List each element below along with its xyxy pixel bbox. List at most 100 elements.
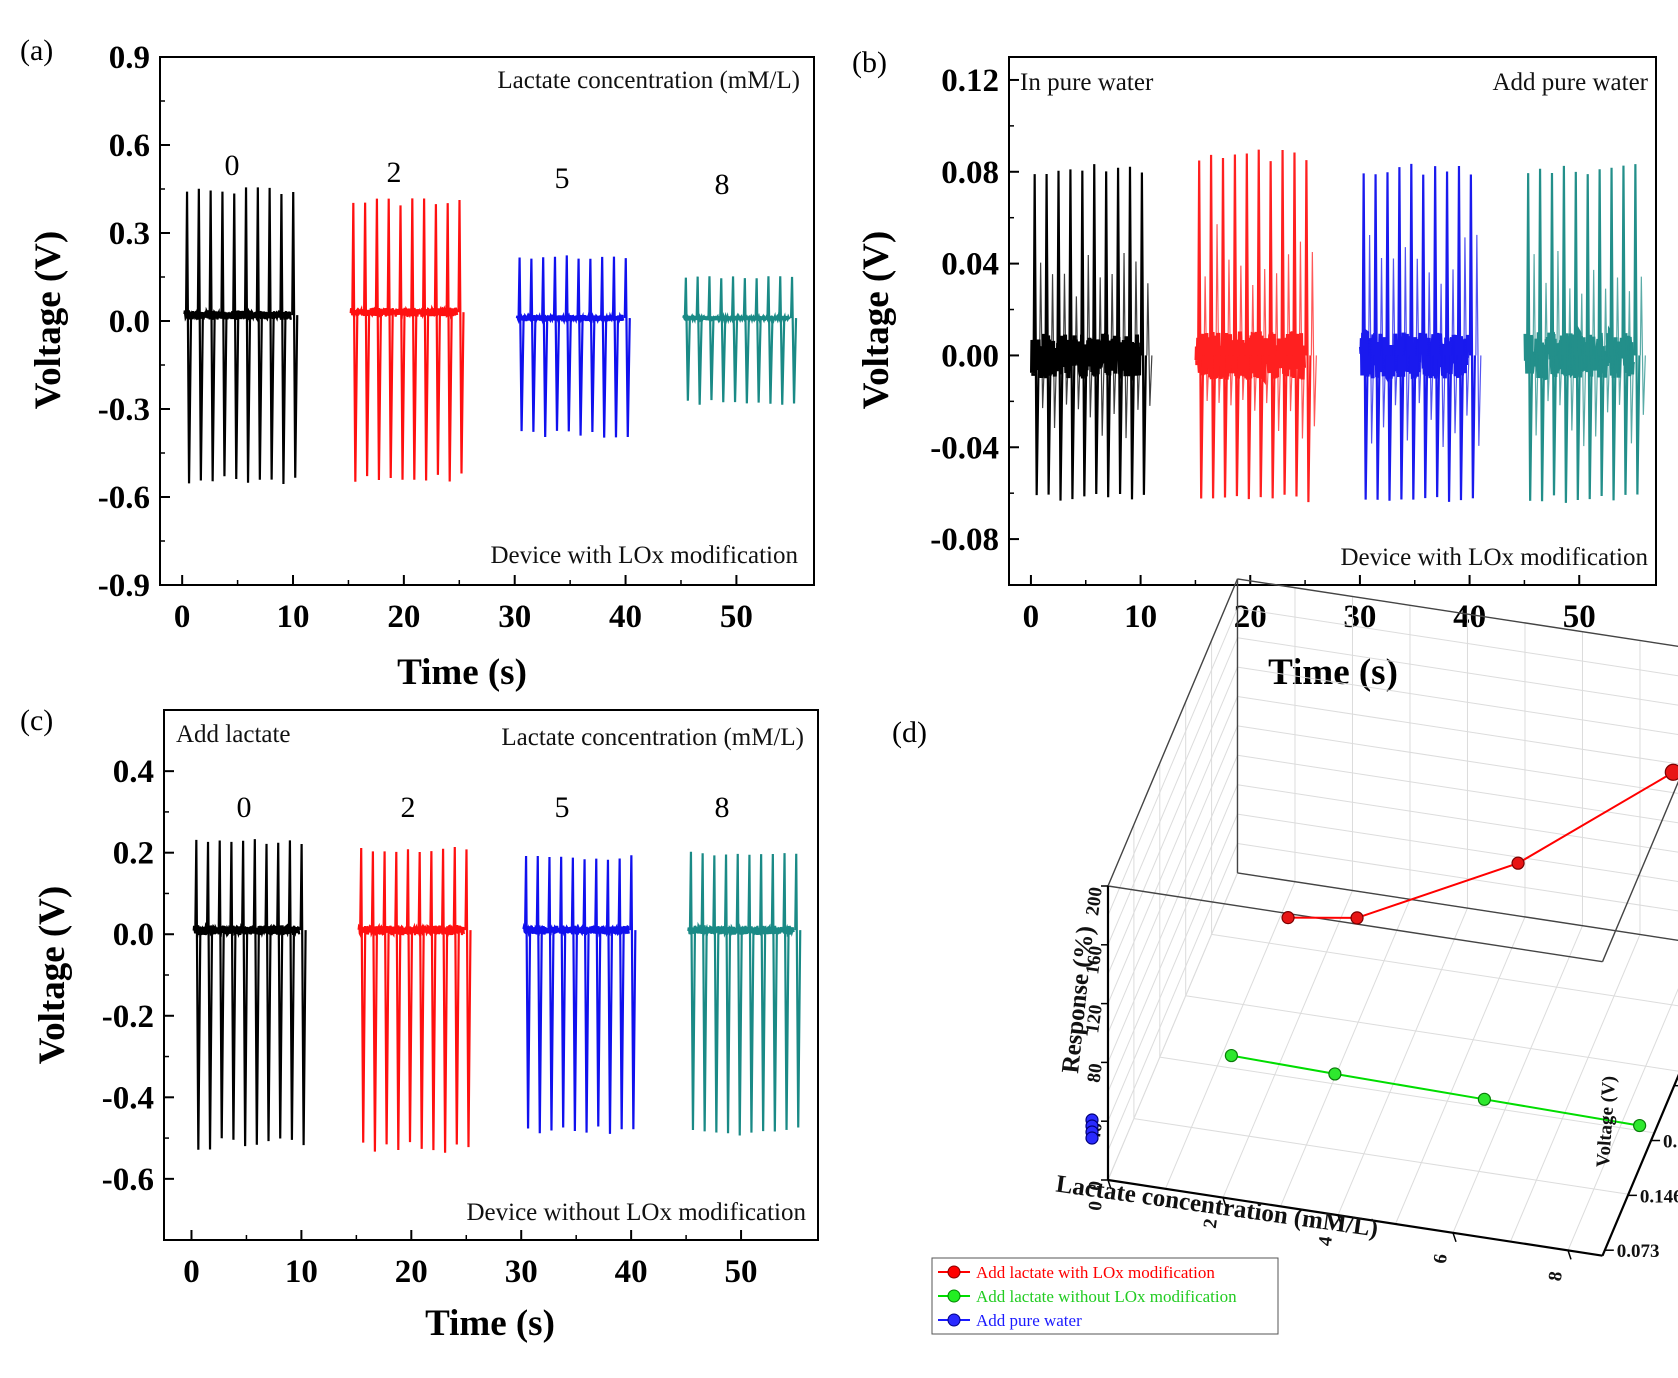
panel-b-spike-1-5 [1256,149,1264,498]
panel-a-spike-2-6 [588,258,596,433]
left-wall-grid-h [1107,843,1238,1151]
panel-b-minor-spike-1-4 [1251,285,1258,411]
panel-b-axes: 0 10 20 30 40 50-0.08-0.040.000.040.080.12 [930,63,1595,635]
panel-a-spike-3-1 [695,276,703,405]
panel-b-minor-spike-0-0 [1039,262,1046,409]
panel-b-spike-1-9 [1304,160,1312,503]
panel-c-note-right: Lactate concentration (mM/L) [501,724,804,751]
panel-c-axes: 0 10 20 30 40 50-0.6-0.4-0.20.00.20.4 [102,754,758,1290]
panel-a-spike-1-0 [351,202,359,482]
panel-b-spike-3-7 [1609,167,1617,501]
panel-a-series-2 [515,255,631,438]
panel-b-minor-spike-1-0 [1203,276,1210,401]
panel-b-note-bottom: Device with LOx modification [1340,544,1648,571]
left-wall-grid-h [1107,813,1238,1122]
panel-b-minor-spike-0-8 [1134,261,1141,410]
legend-label-no-lox: Add lactate without LOx modification [976,1287,1237,1306]
panel-d-response-tick-label-4: 160 [1082,945,1107,976]
panel-c-spike-3-3 [723,854,732,1134]
panel-d-response-tick-label-3: 120 [1082,1003,1107,1034]
panel-c-spike-0-1 [205,841,214,1150]
back-wall-grid-h [1237,813,1678,883]
panel-b-spike-1-4 [1244,153,1252,500]
panel-b-minor-spike-0-7 [1122,252,1129,439]
panel-b-minor-spike-2-0 [1368,234,1375,444]
panel-a-x-tick-label-3: 30 [498,599,531,635]
panel-c-spike-2-0 [523,856,532,1129]
panel-d-point-1-2 [1477,1092,1491,1106]
panel-a-spike-3-6 [754,278,762,403]
panel-c-spike-1-8 [452,846,460,1145]
back-wall-grid-h [1237,666,1678,736]
panel-b-spike-3-6 [1597,169,1605,497]
panel-b-series-0 [1030,164,1153,501]
panel-b-plot-frame [1008,56,1657,586]
panel-c-spike-3-8 [782,853,790,1130]
panel-a-spike-2-1 [529,258,537,432]
panel-d-x-tick-label-0: 0 [1085,1200,1107,1212]
panel-b-minor-spike-2-2 [1391,258,1399,406]
panel-c-spike-1-4 [405,849,414,1143]
panel-a-spike-0-0 [184,191,193,484]
panel-c-y-tick-label-1: -0.4 [102,1080,154,1116]
panel-c-group-label-0: 0 [237,791,252,824]
panel-b-minor-spike-2-8 [1463,237,1470,416]
panel-b-minor-spike-3-8 [1627,291,1635,444]
panel-b-x-tick-label-4: 40 [1453,599,1486,635]
panel-a-spike-3-0 [683,277,691,401]
panel-b-minor-spike-2-9 [1475,234,1482,446]
panel-a-y-tick-label-6: 0.9 [109,40,150,76]
floor-grid-x [1567,988,1678,1251]
floor-grid-x [1107,872,1238,1181]
panel-d-series-2 [1085,1113,1099,1145]
panel-a-y-tick-label-4: 0.3 [109,216,150,252]
panel-b-minor-spike-2-1 [1379,258,1387,428]
panel-a-axes: 0 10 20 30 40 50-0.9-0.6-0.30.00.30.60.9 [98,40,753,635]
panel-b-spike-3-1 [1537,168,1546,502]
floor-grid-x [1452,925,1583,1233]
panel-b-minor-spike-0-1 [1050,274,1058,428]
panel-a-spike-3-5 [742,278,750,404]
panel-a-series-3 [682,276,798,405]
floor-grid-y [1159,1056,1655,1134]
panel-d-voltage-tick-label-1: 0.146 [1640,1186,1678,1207]
panel-a-spike-1-9 [457,200,465,474]
panel-c-spike-3-2 [712,855,720,1133]
voltage-axis-line [1601,1073,1678,1257]
panel-b-minor-spike-1-6 [1275,273,1282,431]
panel-c-spike-0-5 [252,839,260,1145]
panel-a-spike-0-9 [291,191,299,478]
panel-b-minor-spike-2-7 [1451,269,1458,434]
panel-c-spike-2-1 [535,855,543,1134]
panel-b-spike-0-8 [1127,166,1136,500]
panel-d-3d-box: 024680.0730.1460.2190.2920.3650.43804080… [1082,578,1678,1283]
panel-c-x-tick-label-1: 10 [285,1254,318,1290]
panel-b-minor-spike-1-8 [1298,241,1306,439]
left-wall-grid-h [1107,784,1238,1092]
panel-a-spike-2-9 [623,258,631,437]
panel-b-minor-spike-3-5 [1592,269,1599,437]
floor-grid-y [1133,1118,1629,1195]
panel-c-spike-2-5 [582,859,590,1133]
panel-b-spike-1-3 [1232,154,1241,497]
panel-c-spike-2-2 [547,856,555,1131]
left-wall-grid-h [1107,725,1238,1034]
panel-b-spike-1-2 [1220,158,1229,498]
panel-b-label: (b) [852,46,887,79]
panel-b-y-tick-label-0: -0.08 [930,522,999,558]
panel-b-spike-2-1 [1373,174,1381,500]
panel-b-y-tick-label-1: -0.04 [930,430,999,466]
panel-c-x-tick-label-5: 50 [725,1254,758,1290]
panel-b-spike-2-2 [1385,172,1393,501]
panel-c-traces [192,839,802,1153]
panel-c-spike-0-8 [287,840,296,1140]
panel-b-spike-2-3 [1397,167,1405,500]
panel-b-spike-0-5 [1092,164,1100,494]
panel-c-spike-2-6 [594,858,602,1127]
panel-a-group-label-2: 2 [387,156,402,189]
box-edge-7 [1601,780,1678,962]
panel-d-point-0-3 [1664,763,1678,781]
panel-b-spike-1-7 [1280,149,1288,495]
panel-a-spike-2-4 [564,255,572,432]
panel-c-series-3 [687,851,802,1136]
